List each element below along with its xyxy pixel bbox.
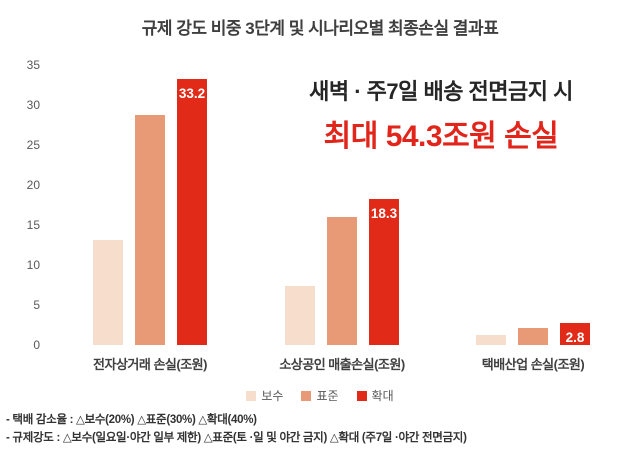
y-axis-tick-0: 0 bbox=[33, 338, 40, 352]
bar-conservative-group2 bbox=[285, 285, 315, 345]
bar-standard-group3 bbox=[518, 328, 548, 345]
annotation: 새벽 · 주7일 배송 전면금지 시 최대 54.3조원 손실 bbox=[246, 74, 636, 155]
bar-standard-group2 bbox=[327, 217, 357, 345]
footnote-delivery-reduction: - 택배 감소율 : △보수(20%) △표준(30%) △확대(40%) bbox=[6, 414, 257, 426]
legend-swatch-standard bbox=[301, 390, 312, 401]
bar-expanded-group3: 2.8 bbox=[560, 322, 590, 345]
legend-item-expanded: 확대 bbox=[356, 387, 394, 404]
legend-label-conservative: 보수 bbox=[261, 389, 284, 403]
bar-conservative-group3 bbox=[476, 334, 506, 345]
legend: 보수 표준 확대 bbox=[0, 387, 640, 404]
legend-swatch-conservative bbox=[246, 390, 257, 401]
bar-value-label: 18.3 bbox=[370, 205, 398, 221]
category-label-2: 소상공인 매출손실(조원) bbox=[279, 357, 405, 372]
footnote-regulation-intensity: - 규제강도 : △보수(일요일·야간 일부 제한) △표준(토 ·일 및 야간… bbox=[6, 432, 467, 445]
y-axis-tick-25: 25 bbox=[26, 138, 40, 152]
bar-expanded-group1: 33.2 bbox=[177, 79, 207, 345]
chart-title: 규제 강도 비중 3단계 및 시나리오별 최종손실 결과표 bbox=[141, 19, 499, 38]
footnotes: - 택배 감소율 : △보수(20%) △표준(30%) △확대(40%) - … bbox=[6, 411, 467, 448]
bar-value-label: 33.2 bbox=[178, 86, 206, 102]
legend-label-expanded: 확대 bbox=[371, 389, 394, 403]
bar-value-label: 2.8 bbox=[565, 329, 585, 345]
bar-conservative-group1 bbox=[93, 240, 123, 345]
y-axis-tick-15: 15 bbox=[26, 218, 40, 232]
legend-label-standard: 표준 bbox=[316, 389, 339, 403]
annotation-line1: 새벽 · 주7일 배송 전면금지 시 bbox=[309, 79, 573, 104]
y-axis-tick-35: 35 bbox=[26, 58, 40, 72]
y-axis-tick-5: 5 bbox=[33, 298, 40, 312]
category-label-3: 택배산업 손실(조원) bbox=[481, 357, 585, 372]
legend-item-standard: 표준 bbox=[301, 387, 339, 404]
legend-item-conservative: 보수 bbox=[246, 387, 283, 404]
annotation-line2: 최대 54.3조원 손실 bbox=[323, 120, 559, 153]
legend-swatch-expanded bbox=[356, 390, 367, 401]
y-axis-tick-10: 10 bbox=[26, 258, 40, 272]
y-axis-tick-30: 30 bbox=[26, 98, 40, 112]
y-axis-tick-20: 20 bbox=[26, 178, 40, 192]
bar-standard-group1 bbox=[135, 115, 165, 345]
category-label-1: 전자상거래 손실(조원) bbox=[93, 357, 207, 372]
bar-expanded-group2: 18.3 bbox=[369, 198, 399, 345]
